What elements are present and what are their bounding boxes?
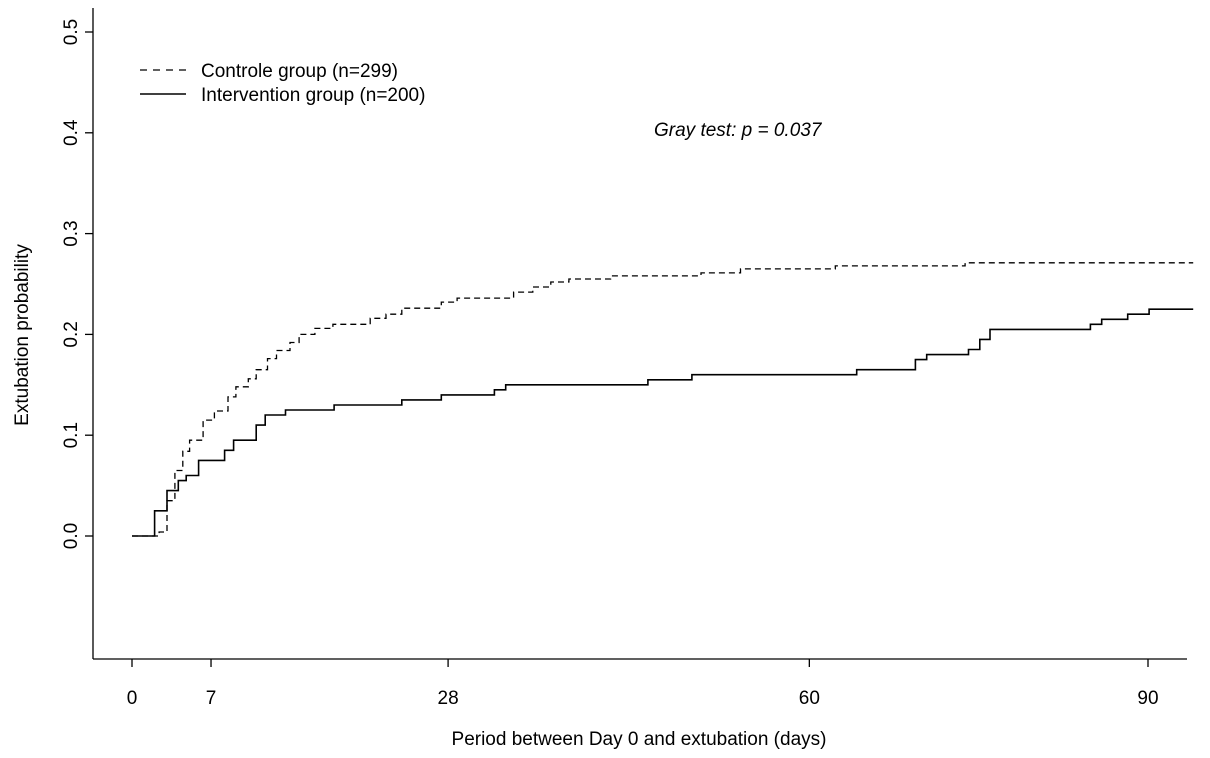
y-tick-label: 0.4 (61, 119, 82, 146)
y-axis-title: Extubation probability (12, 244, 33, 426)
y-tick-label: 0.1 (61, 422, 82, 448)
x-tick-label: 60 (799, 688, 820, 709)
y-tick-label: 0.5 (61, 19, 82, 45)
x-tick-label: 28 (438, 688, 459, 709)
x-ticks: 0 7 28 60 90 (127, 659, 1159, 709)
legend-label-intervention: Intervention group (n=200) (201, 85, 425, 106)
y-tick-label: 0.3 (61, 220, 82, 246)
x-tick-label: 0 (127, 688, 138, 709)
x-axis-title: Period between Day 0 and extubation (day… (452, 729, 827, 750)
series-line-intervention (132, 308, 1194, 537)
legend: Controle group (n=299) Intervention grou… (140, 61, 425, 106)
y-ticks: 0.0 0.1 0.2 0.3 0.4 0.5 (61, 19, 93, 549)
y-tick-label: 0.0 (61, 523, 82, 549)
gray-test-annotation: Gray test: p = 0.037 (654, 120, 823, 141)
x-tick-label: 90 (1137, 688, 1158, 709)
y-tick-label: 0.2 (61, 321, 82, 347)
series-line-controle (132, 262, 1194, 537)
x-tick-label: 7 (206, 688, 217, 709)
series-layer (132, 262, 1194, 537)
legend-label-controle: Controle group (n=299) (201, 61, 398, 82)
